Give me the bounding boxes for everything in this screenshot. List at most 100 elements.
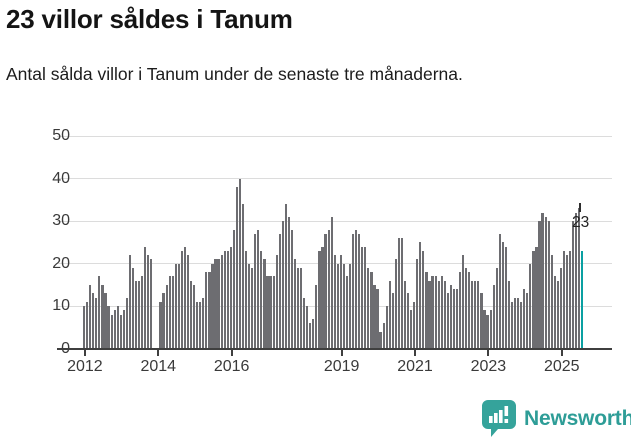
bar: [468, 272, 471, 349]
bar: [504, 246, 507, 349]
bar: [465, 267, 468, 349]
x-axis-tick-label: 2025: [543, 358, 580, 375]
bar: [86, 301, 89, 349]
bar: [214, 259, 217, 349]
bar: [269, 276, 272, 349]
bar: [416, 259, 419, 349]
bar: [199, 301, 202, 349]
bar: [565, 255, 569, 349]
bar: [403, 280, 407, 349]
bar: [483, 310, 486, 349]
bar: [376, 289, 379, 349]
bar: [434, 276, 437, 349]
bar: [309, 323, 312, 349]
bar: [281, 221, 284, 349]
bar: [578, 208, 581, 349]
bar: [260, 250, 263, 349]
bar: [449, 284, 452, 349]
bar: [141, 276, 144, 349]
bar: [257, 229, 260, 349]
bar: [556, 280, 559, 349]
bar: [455, 289, 459, 349]
bar: [495, 267, 498, 349]
bar: [422, 250, 425, 349]
bar: [232, 229, 235, 349]
bar: [293, 259, 297, 349]
bar: [529, 263, 532, 349]
bar: [244, 250, 248, 349]
bar: [116, 306, 119, 349]
bar: [480, 293, 483, 349]
bar: [355, 229, 358, 349]
bar: [275, 255, 278, 349]
x-axis-tickmark: [230, 350, 233, 356]
bar: [174, 263, 177, 349]
bar: [535, 246, 538, 349]
bar: [437, 280, 440, 349]
bar: [443, 280, 446, 349]
bar: [193, 284, 196, 349]
bar: [559, 267, 563, 349]
bar: [364, 246, 367, 349]
bar: [205, 272, 208, 349]
bar: [321, 246, 324, 349]
bar: [385, 306, 388, 349]
bar: [324, 233, 327, 349]
bar: [397, 238, 401, 349]
bar: [147, 255, 150, 349]
bar: [471, 280, 474, 349]
bar: [189, 280, 193, 349]
bar: [263, 259, 266, 349]
bar: [113, 310, 116, 349]
bar: [330, 216, 333, 349]
bar: [394, 259, 397, 349]
bar: [168, 276, 171, 349]
bar: [553, 276, 556, 349]
bar: [287, 216, 290, 349]
bar: [333, 255, 336, 349]
bar: [431, 276, 434, 349]
bar: [119, 314, 122, 349]
bar: [428, 280, 431, 349]
bar: [501, 242, 504, 349]
bar: [575, 212, 578, 349]
bar: [248, 263, 251, 349]
bar: [538, 221, 541, 349]
bar: [462, 255, 465, 349]
newsworthy-logo[interactable]: Newsworthy: [482, 400, 631, 437]
y-axis-tick-label: 40: [52, 169, 70, 187]
x-axis-tick-label: 2021: [397, 358, 433, 375]
bar: [526, 293, 529, 349]
bar: [306, 306, 309, 349]
bar: [159, 301, 162, 349]
bar: [562, 250, 566, 349]
annotation-leader-line: [579, 203, 581, 212]
bar: [382, 323, 385, 349]
bar: [290, 229, 294, 349]
bar: [550, 255, 553, 349]
bar: [477, 280, 480, 349]
bar: [367, 267, 370, 349]
bar: [510, 301, 514, 349]
bar: [400, 238, 404, 349]
bar: [83, 306, 86, 349]
bar: [296, 267, 300, 349]
bar: [98, 276, 101, 349]
bar: [186, 255, 190, 349]
bar: [458, 272, 462, 349]
bar: [312, 318, 315, 349]
bar: [202, 297, 205, 349]
bar: [208, 272, 211, 349]
x-axis-tickmark: [487, 350, 490, 356]
bar: [413, 301, 416, 349]
bar: [336, 263, 339, 349]
chart-subtitle: Antal sålda villor i Tanum under de sena…: [6, 64, 463, 84]
bar: [315, 284, 318, 349]
bar: [177, 263, 180, 349]
bar: [425, 272, 428, 349]
bar: [452, 289, 456, 349]
x-axis-tick-label: 2019: [323, 358, 360, 375]
bar: [300, 267, 303, 349]
bar: [348, 263, 352, 349]
bar: [89, 284, 92, 349]
